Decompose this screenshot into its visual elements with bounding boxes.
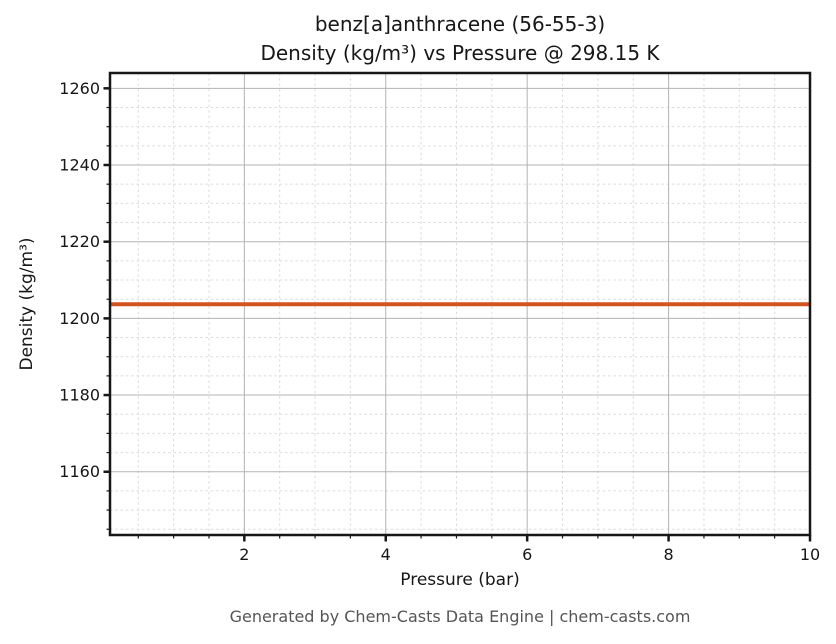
x-tick-label: 6 bbox=[522, 545, 532, 564]
y-tick-label: 1240 bbox=[59, 156, 100, 175]
x-tick-label: 4 bbox=[381, 545, 391, 564]
y-tick-label: 1200 bbox=[59, 309, 100, 328]
x-tick-label: 8 bbox=[663, 545, 673, 564]
x-tick-label: 10 bbox=[800, 545, 820, 564]
x-axis-label: Pressure (bar) bbox=[400, 570, 520, 590]
chart-title: benz[a]anthracene (56-55-3) Density (kg/… bbox=[110, 10, 810, 68]
y-tick-label: 1180 bbox=[59, 386, 100, 405]
chart-title-line2: Density (kg/m³) vs Pressure @ 298.15 K bbox=[260, 41, 660, 65]
y-tick-label: 1160 bbox=[59, 462, 100, 481]
y-axis-label: Density (kg/m³) bbox=[17, 237, 37, 371]
y-tick-label: 1220 bbox=[59, 232, 100, 251]
footer-caption: Generated by Chem-Casts Data Engine | ch… bbox=[229, 607, 691, 626]
x-tick-label: 2 bbox=[239, 545, 249, 564]
plot-border bbox=[108, 71, 812, 537]
y-tick-label: 1260 bbox=[59, 79, 100, 98]
chart-title-line1: benz[a]anthracene (56-55-3) bbox=[314, 12, 606, 36]
